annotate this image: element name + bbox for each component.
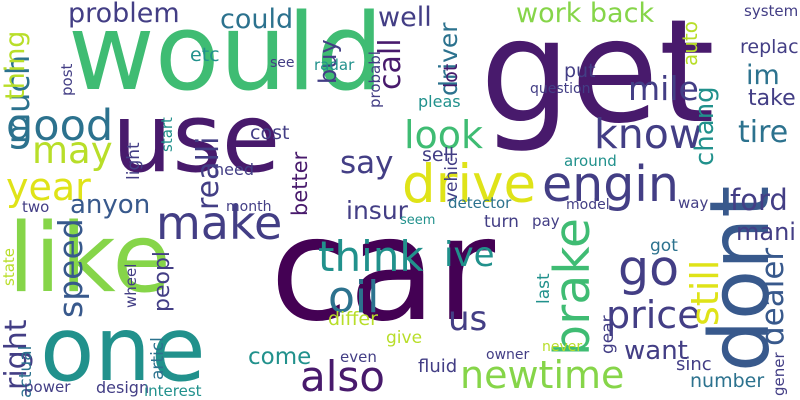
- word-take: take: [748, 86, 796, 111]
- word-look: look: [404, 113, 484, 157]
- word-im: im: [746, 60, 780, 91]
- word-come: come: [248, 344, 312, 370]
- word-drive: drive: [402, 154, 537, 215]
- word-us: us: [448, 299, 488, 339]
- word-owner: owner: [486, 347, 530, 363]
- word-say: say: [340, 145, 394, 181]
- word-would: would: [68, 0, 384, 114]
- word-month: month: [226, 199, 272, 215]
- word-tire: tire: [738, 115, 789, 150]
- word-well: well: [378, 2, 432, 33]
- word-ive: ive: [444, 235, 495, 275]
- word-engin: engin: [542, 156, 679, 213]
- word-vehicl: vehicl: [442, 151, 462, 202]
- word-start: start: [158, 117, 176, 152]
- word-auto: auto: [678, 20, 702, 66]
- word-problem: problem: [68, 0, 180, 29]
- word-fluid: fluid: [418, 356, 458, 377]
- word-mani: mani: [736, 218, 796, 246]
- word-power: power: [24, 378, 71, 396]
- word-peopl: peopl: [150, 250, 175, 312]
- word-dealer: dealer: [755, 247, 791, 346]
- word-think: think: [318, 232, 424, 281]
- word-detector: detector: [448, 194, 512, 212]
- word-seem: seem: [400, 213, 436, 228]
- word-price: price: [606, 293, 701, 337]
- word-work-back: work back: [516, 0, 655, 29]
- word-year: year: [6, 165, 91, 209]
- word-post: post: [58, 63, 76, 96]
- word-interest: interest: [144, 382, 202, 400]
- word-question: question: [530, 81, 591, 97]
- word-last: last: [534, 273, 554, 304]
- word-system: system: [744, 2, 799, 20]
- word-ford: ford: [730, 183, 788, 217]
- word-know: know: [594, 110, 703, 158]
- word-give: give: [386, 328, 423, 348]
- word-insur: insur: [346, 196, 408, 225]
- word-radar: radar: [314, 56, 355, 74]
- word-see: see: [270, 55, 295, 71]
- word-go: go: [618, 240, 680, 297]
- word-thing: thing: [0, 30, 31, 100]
- word-could: could: [220, 4, 294, 35]
- word-better: better: [288, 151, 312, 216]
- word-get: get: [480, 0, 715, 155]
- word-two: two: [22, 198, 50, 216]
- word-way: way: [678, 194, 709, 212]
- word-replac: replac: [740, 36, 799, 58]
- word-gener: gener: [770, 352, 788, 396]
- word-car: car: [270, 186, 496, 353]
- word-model: model: [566, 197, 610, 213]
- word-put: put: [564, 60, 596, 82]
- word-articl: articl: [148, 337, 168, 380]
- word-sell: sell: [422, 144, 455, 166]
- word-state: state: [0, 248, 18, 286]
- word-good: good: [6, 101, 114, 151]
- word-may: may: [32, 129, 113, 172]
- word-pay: pay: [532, 212, 560, 230]
- word-wheel: wheel: [122, 263, 140, 308]
- word-light: light: [124, 142, 144, 180]
- word-anyon: anyon: [70, 190, 151, 220]
- word-turn: turn: [484, 212, 519, 232]
- word-make: make: [156, 196, 283, 250]
- word-one: one: [40, 297, 206, 400]
- word-lot: lot: [440, 63, 462, 88]
- word-around: around: [564, 152, 617, 170]
- word-mile: mile: [628, 69, 699, 108]
- word-newtime: newtime: [460, 353, 625, 397]
- word-never: never: [542, 339, 583, 355]
- word-got: got: [650, 236, 678, 256]
- word-differ: differ: [328, 308, 378, 330]
- word-probabl: probabl: [366, 51, 384, 108]
- word-want: want: [624, 336, 688, 366]
- word-speed: speed: [51, 218, 90, 318]
- word-also: also: [300, 352, 385, 400]
- word-etc: etc: [190, 44, 220, 66]
- word-number: number: [690, 370, 765, 392]
- word-design: design: [96, 378, 150, 397]
- word-gear: gear: [598, 315, 618, 354]
- word-like: like: [8, 204, 171, 314]
- word-pleas: pleas: [418, 92, 461, 111]
- word-even: even: [340, 348, 377, 366]
- word-cost: cost: [250, 122, 290, 144]
- word-need: need: [214, 160, 254, 179]
- word-oil: oil: [328, 272, 380, 323]
- word-sinc: sinc: [676, 354, 712, 375]
- word-use: use: [112, 84, 281, 194]
- word-still: still: [683, 259, 727, 326]
